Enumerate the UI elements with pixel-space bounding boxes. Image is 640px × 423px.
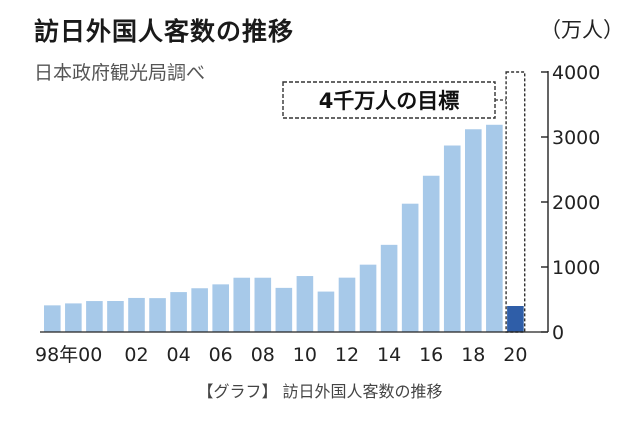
x-tick-label-2010: 10	[293, 344, 317, 366]
y-tick-label-1000: 1000	[552, 257, 600, 279]
chart-title: 訪日外国人客数の推移	[34, 17, 295, 46]
bar-2019	[486, 124, 503, 332]
figure-caption: 【グラフ】 訪日外国人客数の推移	[197, 382, 443, 401]
bar-2001	[107, 301, 124, 332]
bar-2006	[212, 284, 229, 332]
y-axis-unit: （万人）	[540, 18, 624, 42]
bar-2007	[233, 277, 251, 332]
bar-2003	[149, 298, 166, 332]
bar-2005	[191, 288, 208, 332]
bar-2017	[443, 145, 461, 332]
bar-2016	[422, 175, 440, 332]
x-tick-label-2012: 12	[335, 344, 359, 366]
y-tick-label-0: 0	[552, 322, 564, 344]
x-tick-label-2018: 18	[461, 344, 485, 366]
x-tick-label-2016: 16	[419, 344, 443, 366]
chart-subtitle: 日本政府観光局調べ	[34, 62, 206, 84]
bar-2000	[86, 301, 103, 332]
x-tick-label-2020: 20	[503, 344, 527, 366]
bar-2008	[254, 277, 272, 332]
y-tick-label-2000: 2000	[552, 192, 600, 214]
bar-2012	[338, 277, 356, 332]
bar-2018	[465, 129, 482, 332]
bar-2010	[296, 276, 314, 332]
target-label: 4千万人の目標	[319, 89, 460, 113]
target-bar-outline	[505, 71, 526, 333]
bar-2002	[128, 297, 145, 332]
bar-1999	[65, 303, 82, 332]
y-tick-label-3000: 3000	[552, 127, 600, 149]
bar-2013	[359, 264, 377, 332]
x-tick-label-2002: 02	[124, 344, 148, 366]
bar-1998	[44, 305, 61, 332]
bar-2020	[507, 306, 524, 332]
bar-2004	[170, 292, 187, 332]
bar-2011	[317, 291, 335, 332]
x-tick-label-1998: 98年00	[35, 344, 102, 366]
x-tick-label-2004: 04	[167, 344, 191, 366]
bar-2009	[275, 287, 293, 332]
bar-2015	[401, 203, 419, 332]
y-tick-label-4000: 4000	[552, 62, 600, 84]
x-tick-label-2014: 14	[377, 344, 401, 366]
x-tick-label-2008: 08	[251, 344, 275, 366]
bar-2014	[380, 244, 398, 332]
x-tick-label-2006: 06	[209, 344, 233, 366]
